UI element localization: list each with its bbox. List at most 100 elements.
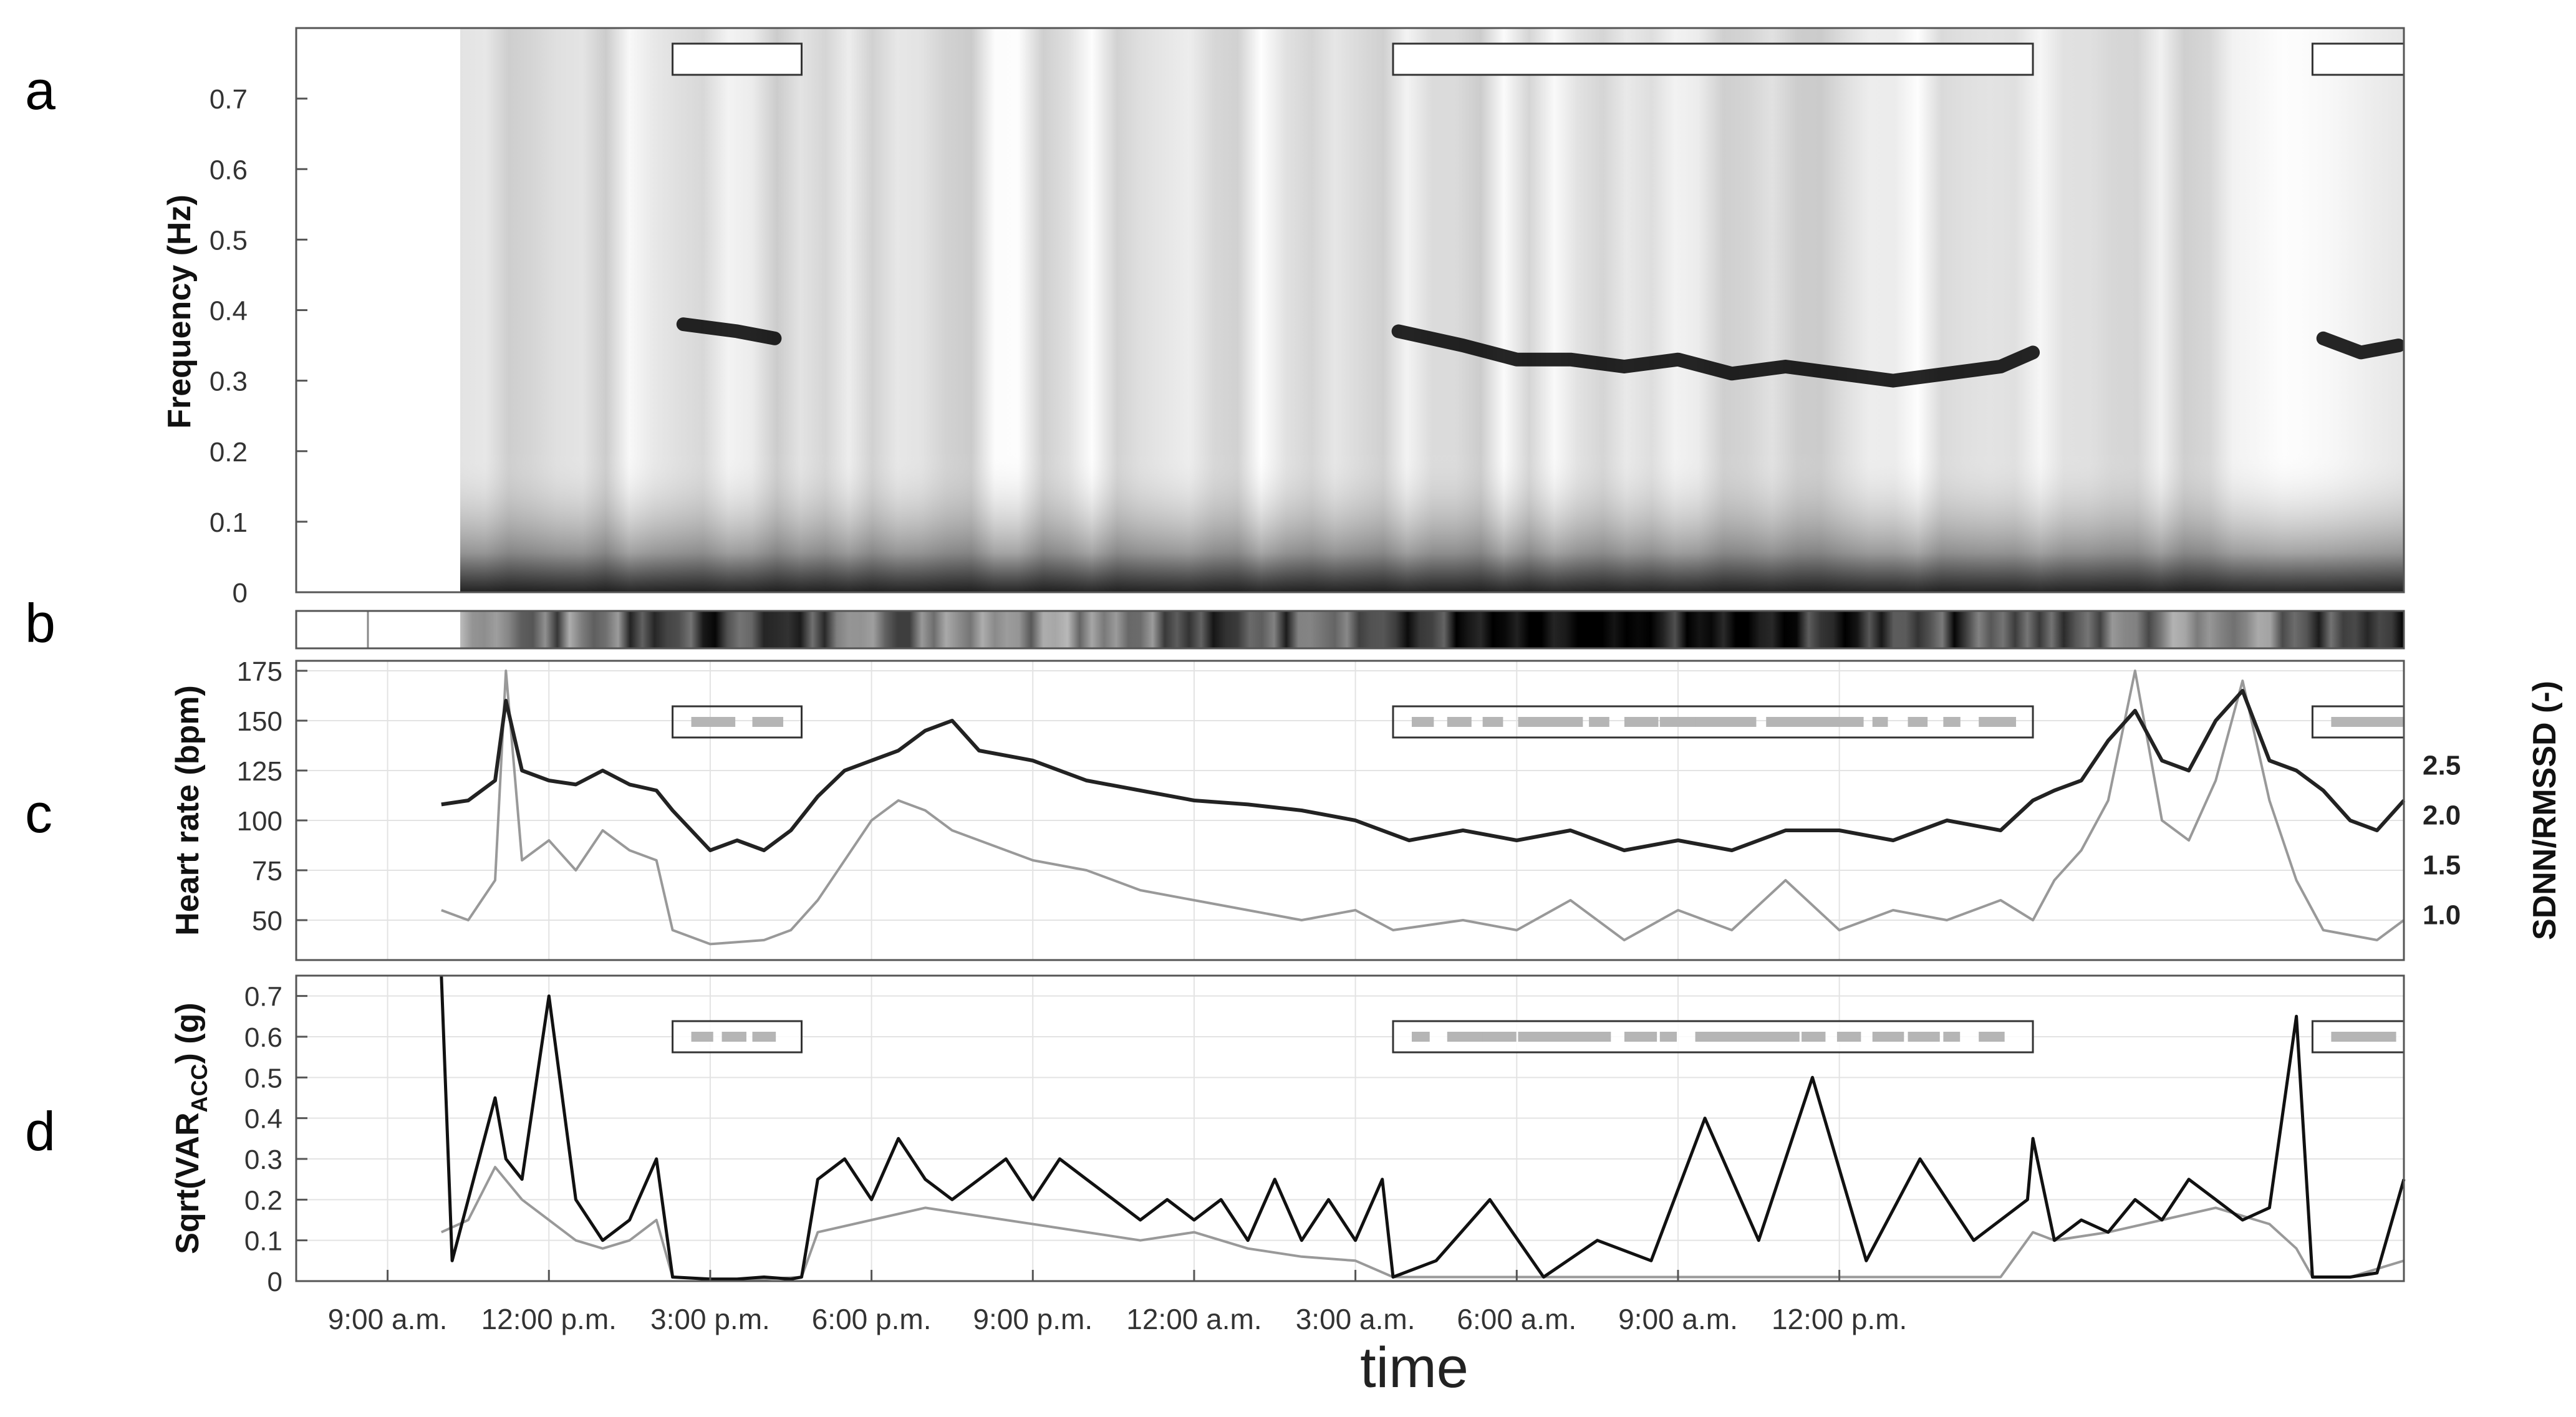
x-tick-label: 3:00 p.m.: [650, 1303, 770, 1335]
panel-a-ytick-label: 0.5: [210, 225, 248, 256]
panel-c-background: [296, 661, 2404, 960]
sleep-epoch-marker: [752, 717, 784, 727]
panel-c-ytick-label: 125: [237, 756, 282, 787]
sleep-epoch-marker: [2358, 1032, 2396, 1042]
sleep-epoch-marker: [1659, 717, 1703, 727]
sleep-epoch-marker: [1836, 1032, 1861, 1042]
panel-c-series-1: [441, 689, 2406, 852]
panel-a-ytick-label: 0: [233, 578, 248, 608]
panel-letter-d: d: [25, 1100, 55, 1162]
sleep-epoch-marker: [1624, 717, 1659, 727]
panel-b-heat: [460, 611, 2404, 648]
panel-c-y2tick-label: 1.5: [2423, 850, 2461, 880]
panel-d-ylabel: Sqrt(VARACC) (g): [170, 1002, 212, 1254]
panel-c-ylabel: Heart rate (bpm): [170, 685, 206, 936]
panel-d-frame: [295, 974, 2405, 1282]
sleep-epoch-marker: [1482, 1032, 1517, 1042]
sleep-epoch-marker: [1908, 1032, 1940, 1042]
sleep-epoch-marker: [1411, 717, 1434, 727]
panel-c-heart-rate: 50 75 100 125 150 175 1.0 1.5 2.0 2.5 Heart rate…: [170, 656, 2563, 961]
panel-d-ylabel-end: ) (g): [170, 1002, 206, 1064]
sleep-epoch-marker: [1411, 1032, 1430, 1042]
x-tick-label: 6:00 a.m.: [1457, 1303, 1576, 1335]
sleep-box-c-2: [1392, 705, 2034, 739]
panel-c-ytick-label: 175: [237, 656, 282, 687]
sleep-box-c-1: [672, 705, 803, 739]
sleep-epoch-marker: [1518, 1032, 1558, 1042]
panel-c-ytick-label: 50: [252, 906, 282, 936]
sleep-epoch-marker: [1802, 1032, 1826, 1042]
sleep-epoch-marker: [1482, 717, 1503, 727]
sleep-epoch-marker: [1624, 1032, 1657, 1042]
panel-a-ytick-label: 0.4: [210, 296, 248, 327]
panel-a-ylabel: Frequency (Hz): [162, 195, 198, 429]
sleep-epoch-marker: [1518, 717, 1556, 727]
panel-a-lowfreq-shade: [460, 28, 2404, 592]
panel-b-strip: [295, 610, 2405, 650]
x-axis-label: time: [1360, 1336, 1469, 1400]
sleep-epoch-marker: [1447, 1032, 1492, 1042]
sleep-epoch-marker: [1943, 1032, 1961, 1042]
panel-a-spectrogram: 0 0.1 0.2 0.3 0.4 0.5 0.6 0.7 Frequency (Hz): [162, 27, 2405, 608]
panel-d-acceleration: 0 0.1 0.2 0.3 0.4 0.5 0.6 0.7 Sqrt(VARACC) (g): [170, 974, 2406, 1297]
sleep-epoch-marker: [1766, 717, 1811, 727]
sleep-epoch-marker: [1659, 1032, 1677, 1042]
sleep-epoch-marker: [1553, 1032, 1591, 1042]
sleep-epoch-marker: [1589, 1032, 1611, 1042]
sleep-epoch-marker: [1730, 717, 1757, 727]
panel-a-ytick-label: 0.2: [210, 437, 248, 468]
panel-c-ytick-label: 100: [237, 806, 282, 837]
panel-letter-b: b: [25, 592, 55, 654]
panel-d-ytick-label: 0.1: [244, 1226, 282, 1257]
panel-d-ytick-label: 0: [268, 1267, 282, 1297]
sleep-epoch-marker: [1802, 717, 1842, 727]
x-tick-label: 6:00 p.m.: [812, 1303, 932, 1335]
sleep-epoch-marker: [1766, 1032, 1800, 1042]
panel-c-y2tick-label: 1.0: [2423, 900, 2461, 930]
sleep-epoch-marker: [1589, 717, 1609, 727]
panel-c-y2tick-label: 2.0: [2423, 800, 2461, 830]
sleep-epoch-marker: [752, 1032, 776, 1042]
x-tick-label: 12:00 p.m.: [481, 1303, 617, 1335]
panel-d-ytick-label: 0.5: [244, 1063, 282, 1093]
x-tick-label: 12:00 a.m.: [1126, 1303, 1261, 1335]
panel-d-series-1: [440, 1166, 2405, 1280]
sleep-box-a-3: [2311, 42, 2405, 76]
panel-a-ytick-label: 0.3: [210, 367, 248, 397]
x-tick-label: 9:00 p.m.: [973, 1303, 1093, 1335]
sleep-box-a-2: [1392, 42, 2034, 76]
panel-d-ytick-label: 0.7: [244, 982, 282, 1012]
sleep-epoch-marker: [2358, 717, 2404, 727]
panel-letter-c: c: [25, 782, 52, 844]
panel-a-ytick-label: 0.1: [210, 507, 248, 538]
sleep-box-a-1: [672, 42, 803, 76]
panel-b-frame: [295, 610, 2405, 650]
sleep-epoch-marker: [1695, 717, 1740, 727]
panel-a-ytick-label: 0.7: [210, 84, 248, 115]
panel-c-y2label: SDNN/RMSSD (-): [2527, 681, 2563, 940]
panel-d-series-2: [440, 975, 2406, 1281]
panel-c-y2tick-label: 2.5: [2423, 750, 2461, 781]
sleep-epoch-marker: [691, 1032, 713, 1042]
sleep-epoch-marker: [721, 717, 736, 727]
panel-a-ytick-label: 0.6: [210, 155, 248, 185]
sleep-epoch-marker: [1979, 717, 2017, 727]
respiratory-band-2: [1391, 324, 2040, 388]
panel-c-ytick-label: 150: [237, 706, 282, 737]
sleep-epoch-marker: [721, 1032, 746, 1042]
sleep-epoch-marker: [1872, 717, 1888, 727]
panel-letter-a: a: [25, 59, 55, 121]
panel-c-ytick-label: 75: [252, 856, 282, 886]
x-tick-label: 12:00 p.m.: [1772, 1303, 1907, 1335]
sleep-epoch-marker: [2331, 717, 2364, 727]
panel-c-frame: [295, 660, 2405, 961]
respiratory-band-3: [2316, 331, 2404, 360]
panel-c-series-2: [441, 670, 2405, 946]
respiratory-band-1: [676, 317, 782, 345]
sleep-epoch-marker: [1730, 1032, 1777, 1042]
x-tick-label: 9:00 a.m.: [328, 1303, 448, 1335]
panel-d-ylabel-main: Sqrt(VAR: [170, 1112, 206, 1254]
panel-d-ytick-label: 0.3: [244, 1145, 282, 1175]
panel-d-ytick-label: 0.2: [244, 1185, 282, 1216]
